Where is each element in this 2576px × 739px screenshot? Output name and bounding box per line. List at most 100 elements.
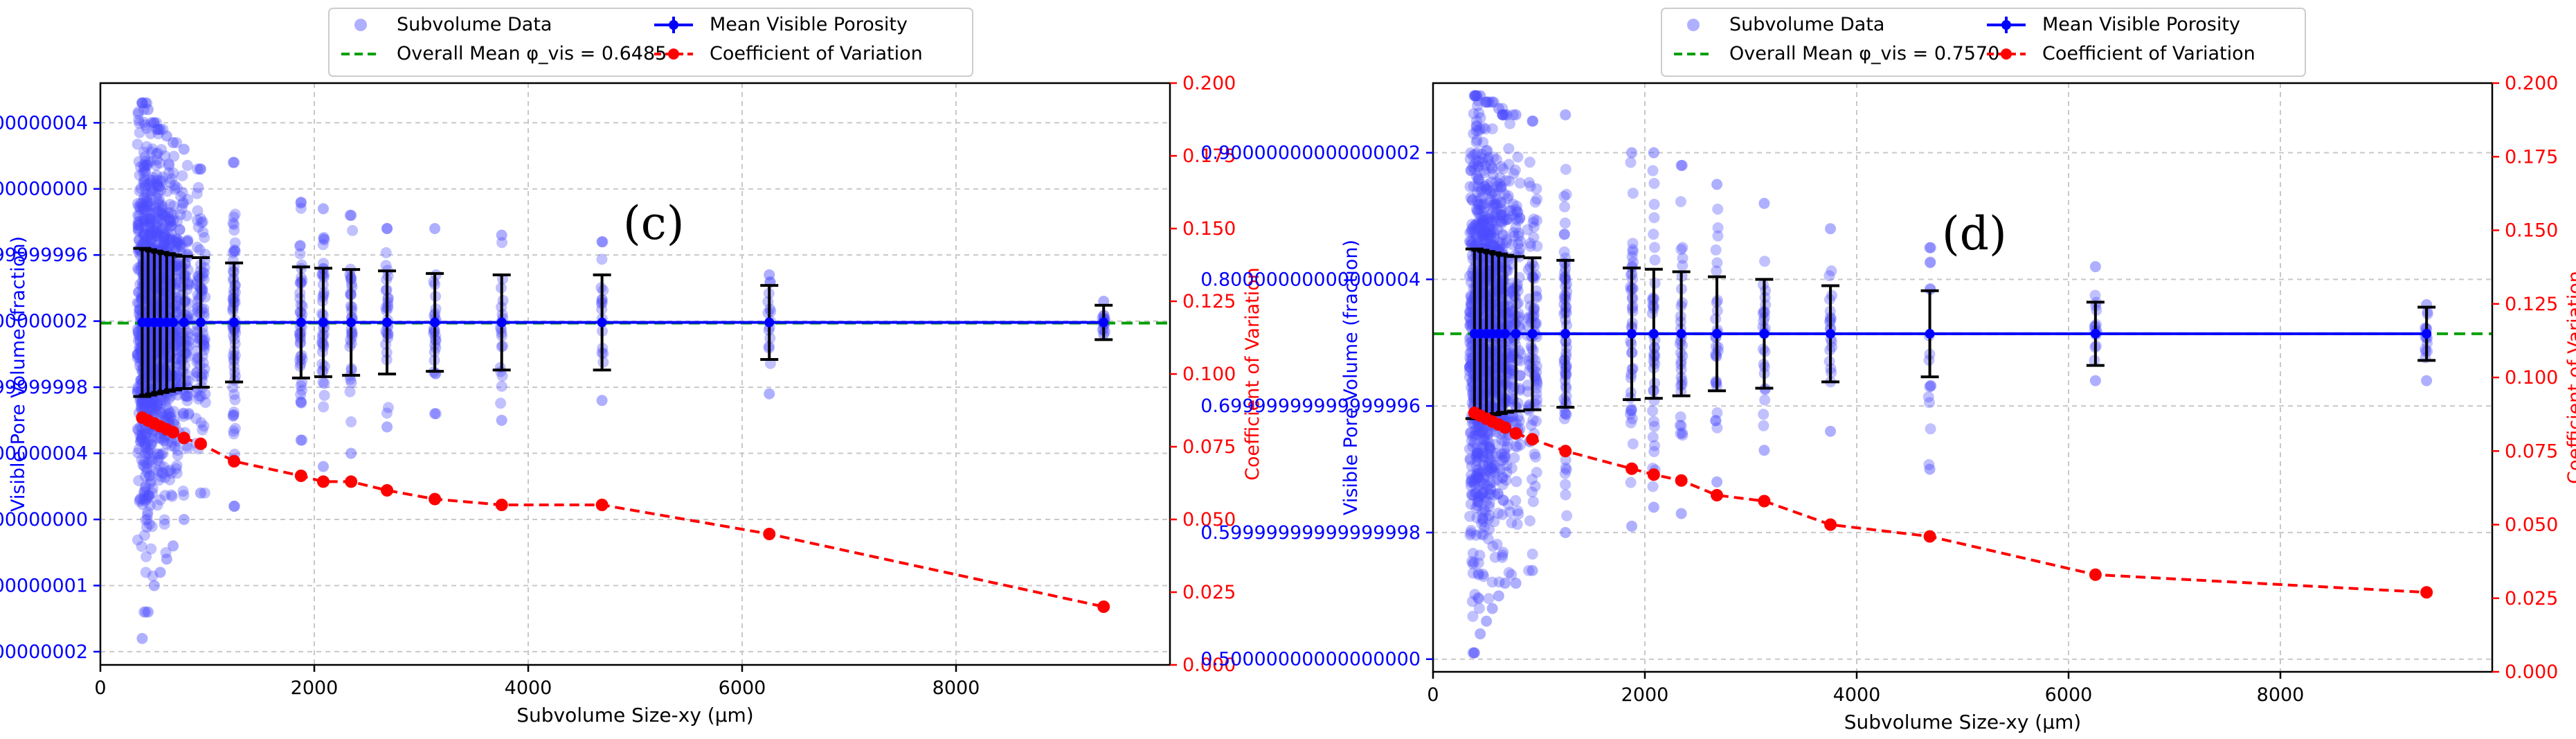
y2-tick-label: 0.175 xyxy=(1182,145,1236,167)
legend: Subvolume Data Mean Visible Porosity Ove… xyxy=(328,8,973,77)
cv-point xyxy=(228,455,241,468)
scatter-point xyxy=(137,198,149,210)
scatter-point xyxy=(164,464,176,476)
scatter-point xyxy=(1483,465,1495,477)
scatter-point xyxy=(139,182,151,194)
scatter-point xyxy=(132,262,144,274)
scatter-point xyxy=(1648,416,1659,427)
scatter-point xyxy=(163,234,175,246)
scatter-point xyxy=(141,458,153,470)
scatter-point xyxy=(1504,347,1515,359)
scatter-point xyxy=(496,237,508,249)
scatter-point xyxy=(1528,221,1540,233)
scatter-point xyxy=(1470,154,1482,166)
scatter-point xyxy=(141,493,152,505)
scatter-point xyxy=(1515,235,1526,247)
scatter-point xyxy=(150,159,162,171)
scatter-point xyxy=(1512,151,1524,163)
scatter-point xyxy=(1649,242,1661,253)
scatter-point xyxy=(132,348,143,360)
x-tick-label: 8000 xyxy=(933,677,980,699)
scatter-point xyxy=(1495,216,1506,228)
scatter-point xyxy=(295,202,307,214)
scatter-point xyxy=(1467,647,1479,659)
scatter-point xyxy=(1466,461,1477,472)
scatter-point xyxy=(1531,415,1542,427)
y-tick-label: 0.75000000000000000 xyxy=(0,179,88,200)
cv-point xyxy=(429,492,442,506)
scatter-point xyxy=(1503,205,1515,217)
scatter-point xyxy=(1502,435,1513,447)
scatter-point xyxy=(156,407,168,418)
scatter-point xyxy=(1560,489,1571,501)
scatter-point xyxy=(159,490,171,501)
scatter-point xyxy=(194,244,206,256)
scatter-point xyxy=(1495,181,1507,193)
scatter-point xyxy=(178,514,190,525)
scatter-point xyxy=(1502,190,1514,202)
scatter-point xyxy=(148,225,160,237)
scatter-point xyxy=(1677,242,1688,253)
cv-point xyxy=(1675,474,1688,487)
scatter-point xyxy=(1502,193,1513,204)
scatter-point xyxy=(152,180,163,192)
scatter-point xyxy=(1469,226,1481,238)
scatter-point xyxy=(1477,442,1488,454)
scatter-point xyxy=(1503,213,1515,225)
scatter-point xyxy=(145,188,157,199)
scatter-point xyxy=(172,238,183,250)
scatter-point xyxy=(1495,448,1507,460)
scatter-point xyxy=(147,224,159,236)
scatter-point xyxy=(317,203,329,215)
scatter-point xyxy=(151,148,163,159)
scatter-point xyxy=(295,434,307,446)
scatter-point xyxy=(1492,224,1504,235)
scatter-point xyxy=(182,375,194,387)
scatter-point xyxy=(1473,603,1485,614)
scatter-point xyxy=(195,391,207,402)
scatter-point xyxy=(141,159,152,171)
scatter-point xyxy=(318,401,330,413)
scatter-point xyxy=(1484,426,1496,438)
scatter-point xyxy=(1468,647,1480,659)
scatter-point xyxy=(1524,240,1536,252)
scatter-point xyxy=(1490,451,1502,463)
scatter-point xyxy=(137,459,149,471)
scatter-point xyxy=(1759,256,1771,267)
scatter-point xyxy=(164,199,176,211)
scatter-point xyxy=(150,202,161,213)
scatter-point xyxy=(1466,596,1478,607)
scatter-point xyxy=(134,185,145,197)
scatter-point xyxy=(152,400,164,411)
scatter-point xyxy=(1474,204,1486,215)
scatter-point xyxy=(1485,159,1497,171)
scatter-point xyxy=(151,169,163,181)
y-tick-label: 0.55000000000000004 xyxy=(0,443,88,465)
scatter-point xyxy=(163,393,174,405)
scatter-point xyxy=(1472,219,1484,231)
scatter-point xyxy=(1481,213,1493,225)
scatter-point xyxy=(1470,424,1481,436)
scatter-point xyxy=(142,104,154,116)
scatter-point xyxy=(496,229,507,241)
scatter-point xyxy=(132,348,143,360)
scatter-point xyxy=(1470,488,1481,499)
scatter-point xyxy=(152,226,163,238)
scatter-point xyxy=(161,233,173,244)
scatter-point xyxy=(1711,422,1723,434)
scatter-point xyxy=(1472,420,1484,431)
scatter-point xyxy=(1477,424,1488,436)
scatter-point xyxy=(1472,236,1484,248)
scatter-point xyxy=(150,219,162,231)
legend-marker-cv-point xyxy=(668,48,679,60)
scatter-point xyxy=(174,241,186,253)
scatter-point xyxy=(151,231,163,242)
scatter-point xyxy=(177,486,189,497)
scatter-point xyxy=(295,380,307,392)
scatter-point xyxy=(1481,433,1493,445)
scatter-point xyxy=(168,540,179,552)
scatter-point xyxy=(1481,184,1493,195)
scatter-point xyxy=(1561,510,1573,522)
scatter-point xyxy=(1479,522,1490,533)
scatter-point xyxy=(596,395,608,407)
